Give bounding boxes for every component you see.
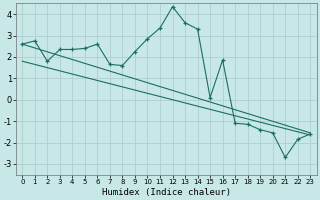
X-axis label: Humidex (Indice chaleur): Humidex (Indice chaleur): [102, 188, 231, 197]
